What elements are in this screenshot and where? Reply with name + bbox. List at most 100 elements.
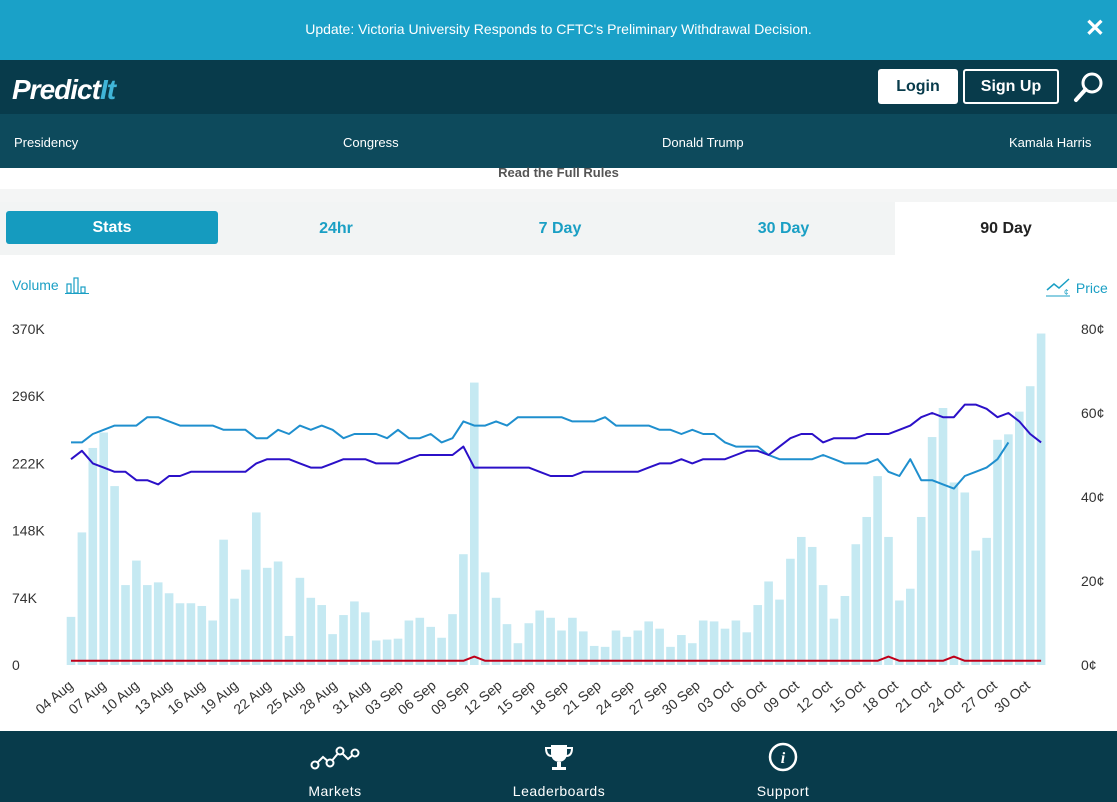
trophy-icon [544,745,574,770]
volume-bar [971,550,980,665]
volume-bar [720,628,730,665]
bar-chart-icon [64,277,89,294]
volume-bar [982,537,991,665]
volume-bar [426,626,435,665]
svg-text:i: i [781,750,786,767]
x-tick-label: 09 Oct [760,677,802,716]
volume-bar [709,621,719,665]
volume-bar [698,620,708,665]
volume-bar [241,569,250,665]
volume-bar [677,635,686,665]
footer-support[interactable]: i Support [703,731,863,802]
volume-bar [382,639,392,665]
volume-bar [99,432,108,665]
volume-bar [851,544,861,665]
volume-bar [295,577,305,665]
volume-bar [77,532,87,665]
login-button[interactable]: Login [878,69,958,104]
volume-bar [993,439,1002,665]
volume-bar [404,620,414,665]
volume-bar [535,610,544,665]
volume-bar [350,601,359,665]
x-tick-label: 18 Oct [859,677,901,716]
volume-bar [502,624,512,665]
bottom-nav: Markets Leaderboards i Support [0,731,1117,802]
volume-bar [175,603,185,665]
volume-bar [622,636,632,665]
volume-bar [317,605,326,665]
markets-icon [310,746,360,770]
footer-leaderboards[interactable]: Leaderboards [479,731,639,802]
volume-bar [884,536,893,665]
price-line-series-2 [70,403,1042,486]
volume-bar [753,605,762,665]
search-icon[interactable] [1073,71,1105,103]
volume-bar [862,516,871,665]
volume-bar [153,582,163,665]
tab-30-day[interactable]: 30 Day [757,220,810,237]
volume-bar [339,615,348,665]
volume-bar [949,482,959,665]
banner-text[interactable]: Update: Victoria University Responds to … [305,21,812,37]
volume-bar [840,595,850,665]
volume-bar [88,447,98,665]
site-header: PredictIt Login Sign Up [0,60,1117,114]
volume-bar [568,617,577,665]
tab-7-day[interactable]: 7 Day [538,220,582,237]
volume-bar [960,492,970,665]
volume-bar [1036,333,1046,665]
x-tick-label: 27 Oct [958,677,1000,716]
logo-main: Predict [12,74,101,105]
volume-bar [328,634,337,665]
price-legend[interactable]: ¢ Price [1046,276,1108,298]
volume-bar [121,585,130,665]
tab-24hr[interactable]: 24hr [319,220,353,237]
y-left-tick-label: 74K [12,590,38,606]
signup-button[interactable]: Sign Up [963,69,1059,104]
y-left-tick-label: 370K [12,321,45,337]
x-tick-label: 06 Oct [727,677,769,716]
volume-bar [775,599,784,665]
y-right-tick-label: 0¢ [1081,657,1097,673]
volume-bar [579,631,588,665]
close-icon[interactable]: ✕ [1084,15,1105,42]
read-rules-link[interactable]: Read the Full Rules [498,165,619,180]
logo[interactable]: PredictIt [12,74,116,106]
volume-bar [415,617,425,665]
y-right-tick-label: 80¢ [1081,321,1104,337]
info-icon: i [768,742,798,772]
volume-bar [873,476,882,665]
x-tick-label: 21 Oct [892,677,934,716]
y-right-tick-label: 40¢ [1081,489,1104,505]
volume-bar [557,630,566,665]
volume-bar [916,516,926,665]
volume-bar [491,597,501,665]
volume-legend[interactable]: Volume [12,276,89,294]
tab-90-day[interactable]: 90 Day [895,202,1117,255]
volume-bar [797,536,806,665]
volume-bar [164,593,174,665]
volume-bar [480,572,490,665]
nav-item-kamala-harris[interactable]: Kamala Harris [1009,135,1092,150]
main-nav: Presidency Congress Donald Trump Kamala … [0,114,1117,168]
leaderboards-label: Leaderboards [512,783,606,799]
volume-bar [143,585,152,665]
volume-bar [546,617,555,665]
divider [0,189,1117,202]
tab-stats[interactable]: Stats [6,211,218,244]
x-tick-label: 30 Oct [991,677,1033,716]
volume-bar [262,567,272,665]
volume-bar [252,512,261,665]
y-right-tick-label: 20¢ [1081,573,1104,589]
volume-bar [927,437,937,665]
x-tick-label: 03 Oct [694,677,736,716]
volume-bar [764,581,773,665]
nav-item-presidency[interactable]: Presidency [14,135,79,150]
volume-bar [807,546,817,665]
nav-item-congress[interactable]: Congress [343,135,399,150]
volume-bar [437,637,446,665]
volume-bar [906,588,915,665]
footer-markets[interactable]: Markets [255,731,415,802]
nav-item-donald-trump[interactable]: Donald Trump [662,135,744,150]
